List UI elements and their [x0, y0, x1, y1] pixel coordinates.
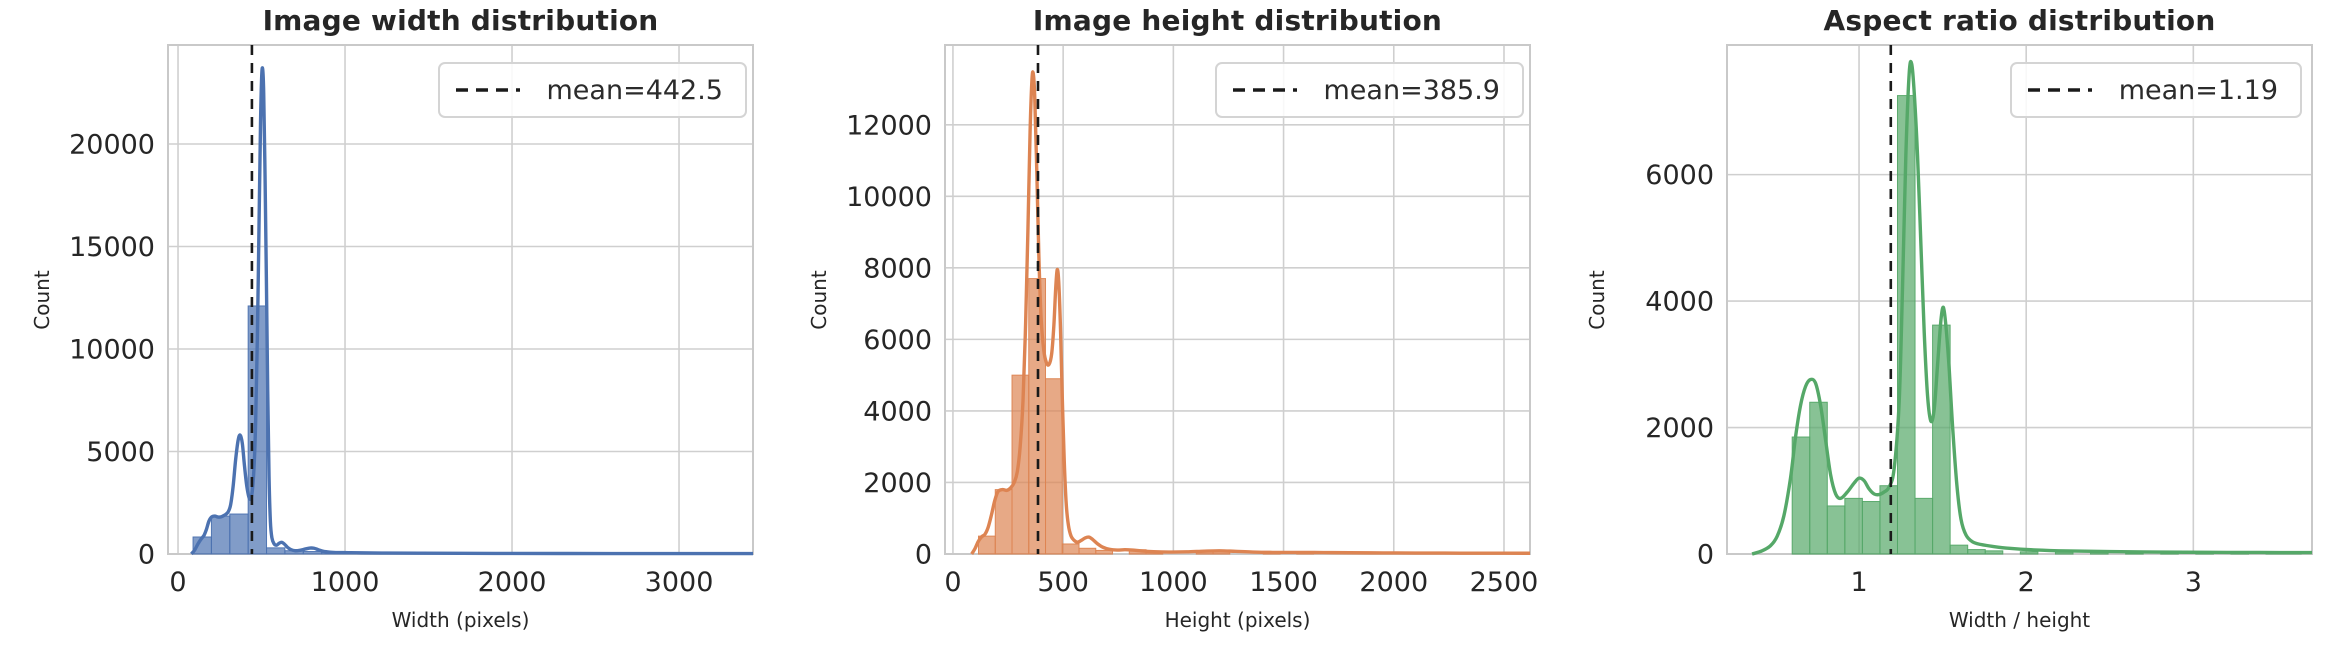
y-tick-label: 10000	[846, 182, 932, 213]
legend: mean=385.9	[1214, 62, 1524, 118]
histogram-bar	[266, 547, 286, 555]
histogram-bar	[1879, 485, 1898, 555]
y-tick-label: 4000	[863, 396, 932, 427]
x-tick-label: 3	[2185, 567, 2202, 598]
histogram-bar	[994, 489, 1013, 555]
histogram-bar	[1061, 543, 1080, 555]
kde-curve	[190, 66, 754, 556]
histogram-bar	[1861, 501, 1881, 555]
x-tick-label: 1	[1850, 567, 1867, 598]
x-axis-label: Width / height	[1948, 608, 2091, 632]
x-tick-label: 2500	[1470, 567, 1539, 598]
y-tick-label: 5000	[86, 437, 155, 468]
aspect-ratio-distribution-chart: 0 2000 4000 6000 1 2 3 Aspect ratio distributi…	[1555, 0, 2332, 652]
x-tick-label: 1000	[1139, 567, 1208, 598]
height-distribution-chart: 0 2000 4000 6000 8000 10000 12000 0 500 1000 1500 2…	[777, 0, 1554, 652]
histogram-bar	[302, 551, 323, 555]
legend-label: mean=385.9	[1323, 74, 1501, 106]
width-distribution-chart: 0 5000 10000 15000 20000 0 1000 2000 3000 Image …	[0, 0, 777, 652]
tick-labels: 0 2000 4000 6000 8000 10000 12000 0 500 1000 1500 2…	[846, 110, 1538, 598]
y-tick-label: 20000	[69, 130, 155, 161]
x-tick-label: 0	[944, 567, 961, 598]
x-axis-label: Height (pixels)	[1164, 608, 1311, 632]
histogram-bar	[1095, 549, 1114, 555]
y-tick-label: 0	[138, 540, 155, 571]
tick-labels: 0 5000 10000 15000 20000 0 1000 2000 3000	[69, 130, 713, 598]
y-axis-label: Count	[1585, 270, 1609, 330]
x-tick-label: 2	[2018, 567, 2035, 598]
x-tick-label: 3000	[645, 567, 714, 598]
histogram-bar	[1826, 505, 1846, 555]
histogram-bar	[1011, 374, 1030, 555]
mean-dashed-line-icon	[1232, 88, 1297, 92]
y-tick-label: 15000	[69, 232, 155, 263]
x-tick-label: 2000	[478, 567, 547, 598]
histogram-bar	[1896, 95, 1916, 555]
histogram-bar	[1984, 550, 2004, 555]
x-tick-label: 1000	[311, 567, 380, 598]
histogram-bar	[210, 515, 231, 555]
grid-lines	[1727, 45, 2312, 555]
histogram-bars	[192, 305, 745, 555]
y-tick-label: 8000	[863, 253, 932, 284]
histogram-bar	[1045, 378, 1063, 555]
histogram-bar	[1914, 497, 1934, 555]
plot-frame	[1726, 44, 2313, 555]
kde-curve	[1751, 59, 2313, 556]
aspect-ratio-histogram-plot: 0 2000 4000 6000 1 2 3	[1645, 44, 2313, 598]
y-tick-label: 0	[1697, 540, 1714, 571]
histogram-bar	[2019, 551, 2039, 555]
chart-title: Image width distribution	[262, 4, 659, 37]
y-tick-label: 12000	[846, 110, 932, 141]
legend: mean=442.5	[437, 62, 747, 118]
histogram-bar	[1967, 549, 1986, 555]
histogram-bar	[1844, 497, 1863, 555]
height-histogram-plot: 0 2000 4000 6000 8000 10000 12000 0 500 1000 1500 2…	[846, 44, 1538, 598]
legend-label: mean=442.5	[546, 74, 724, 106]
x-tick-label: 1500	[1249, 567, 1318, 598]
x-tick-label: 0	[169, 567, 186, 598]
y-tick-label: 2000	[863, 468, 932, 499]
plot-frame	[944, 44, 1531, 555]
x-tick-label: 500	[1037, 567, 1089, 598]
kde-curve	[970, 70, 1531, 555]
tick-labels: 0 2000 4000 6000 1 2 3	[1645, 160, 2202, 598]
legend-label: mean=1.19	[2118, 74, 2278, 106]
y-tick-label: 0	[915, 540, 932, 571]
y-tick-label: 6000	[863, 325, 932, 356]
y-tick-label: 10000	[69, 335, 155, 366]
histogram-bar	[1078, 547, 1097, 555]
y-tick-label: 2000	[1645, 413, 1714, 444]
x-axis-label: Width (pixels)	[391, 608, 530, 632]
y-tick-label: 6000	[1645, 160, 1714, 191]
histogram-bar	[229, 513, 249, 555]
chart-title: Image height distribution	[1032, 4, 1443, 37]
histogram-bar	[1949, 544, 1969, 555]
x-tick-label: 2000	[1359, 567, 1428, 598]
legend: mean=1.19	[2009, 62, 2302, 118]
y-tick-label: 4000	[1645, 287, 1714, 318]
mean-dashed-line-icon	[455, 88, 520, 92]
mean-dashed-line-icon	[2027, 88, 2092, 92]
width-histogram-plot: 0 5000 10000 15000 20000 0 1000 2000 3000	[69, 44, 754, 598]
chart-title: Aspect ratio distribution	[1823, 4, 2216, 37]
y-axis-label: Count	[30, 270, 54, 330]
y-axis-label: Count	[807, 270, 831, 330]
